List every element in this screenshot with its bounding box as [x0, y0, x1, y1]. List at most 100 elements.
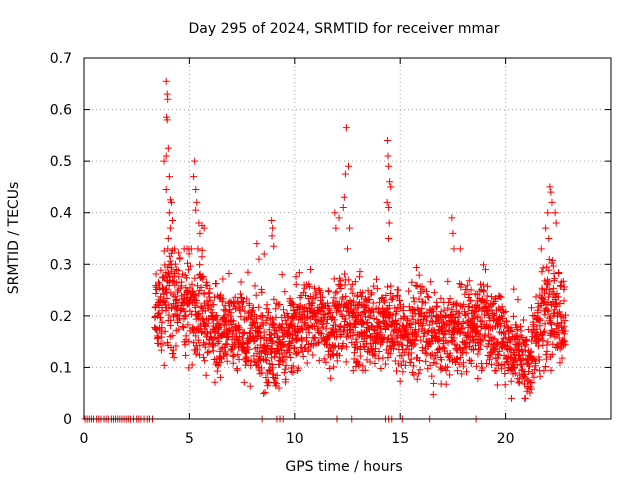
data-point [268, 360, 276, 368]
data-point [157, 266, 165, 274]
data-point [193, 299, 201, 307]
data-point [534, 342, 542, 350]
data-point [188, 361, 196, 369]
data-point [347, 285, 355, 293]
data-point [358, 333, 366, 341]
data-point [297, 316, 305, 324]
data-point [536, 372, 544, 380]
data-point [393, 321, 401, 329]
data-point [353, 338, 361, 346]
data-point [469, 337, 477, 345]
data-point [193, 198, 201, 206]
data-point [521, 394, 529, 402]
data-point [346, 224, 354, 232]
data-point [543, 347, 551, 355]
data-point [470, 346, 478, 354]
data-point [492, 367, 500, 375]
data-point [164, 245, 172, 253]
data-point [547, 366, 555, 374]
data-point [495, 351, 503, 359]
data-point [203, 297, 211, 305]
data-point [543, 355, 551, 363]
data-point [389, 293, 397, 301]
data-point [425, 293, 433, 301]
data-point [241, 356, 249, 364]
data-point [467, 286, 475, 294]
data-point [556, 299, 564, 307]
data-point [476, 287, 484, 295]
data-point [495, 347, 503, 355]
data-point [396, 296, 404, 304]
data-point [194, 336, 202, 344]
data-point [194, 282, 202, 290]
data-point [548, 198, 556, 206]
data-point [361, 307, 369, 315]
data-point [252, 315, 260, 323]
data-point [226, 306, 234, 314]
data-point [456, 345, 464, 353]
data-point [335, 343, 343, 351]
data-point [446, 371, 454, 379]
plot-frame [83, 57, 612, 420]
data-point [182, 311, 190, 319]
data-point [363, 331, 371, 339]
data-point [558, 354, 566, 362]
data-point [225, 327, 233, 335]
data-point [545, 278, 553, 286]
data-point [553, 290, 561, 298]
data-point [264, 342, 272, 350]
data-point [510, 364, 518, 372]
data-point [413, 333, 421, 341]
data-point [438, 313, 446, 321]
data-point [356, 268, 364, 276]
data-point [252, 291, 260, 299]
data-point [290, 307, 298, 315]
data-point [251, 319, 259, 327]
data-point [415, 369, 423, 377]
data-point [165, 209, 173, 217]
data-point [197, 328, 205, 336]
data-point [449, 229, 457, 237]
data-point [527, 347, 535, 355]
data-point [179, 323, 187, 331]
data-point [426, 361, 434, 369]
data-point [203, 281, 211, 289]
data-point [488, 361, 496, 369]
data-point [322, 325, 330, 333]
data-point [217, 354, 225, 362]
data-point [535, 356, 543, 364]
data-point [480, 286, 488, 294]
data-point [456, 245, 464, 253]
data-point [269, 224, 277, 232]
data-point [387, 183, 395, 191]
y-tick-label: 0.4 [50, 206, 72, 222]
data-point [392, 333, 400, 341]
data-point [270, 320, 278, 328]
data-point [350, 297, 358, 305]
data-point [451, 358, 459, 366]
data-point [451, 300, 459, 308]
data-point [255, 329, 263, 337]
data-point [425, 321, 433, 329]
data-point [171, 293, 179, 301]
data-point [513, 325, 521, 333]
data-point [256, 370, 264, 378]
data-point [331, 316, 339, 324]
data-point [180, 324, 188, 332]
data-point [289, 362, 297, 370]
data-point [332, 321, 340, 329]
data-point [238, 294, 246, 302]
data-point [176, 254, 184, 262]
data-point [503, 323, 511, 331]
data-point [438, 365, 446, 373]
data-point [235, 355, 243, 363]
data-point [291, 345, 299, 353]
data-point [514, 375, 522, 383]
data-point [547, 320, 555, 328]
data-point [293, 349, 301, 357]
data-point [551, 209, 559, 217]
data-point [457, 281, 465, 289]
data-point [196, 351, 204, 359]
data-point [191, 274, 199, 282]
data-point [268, 315, 276, 323]
